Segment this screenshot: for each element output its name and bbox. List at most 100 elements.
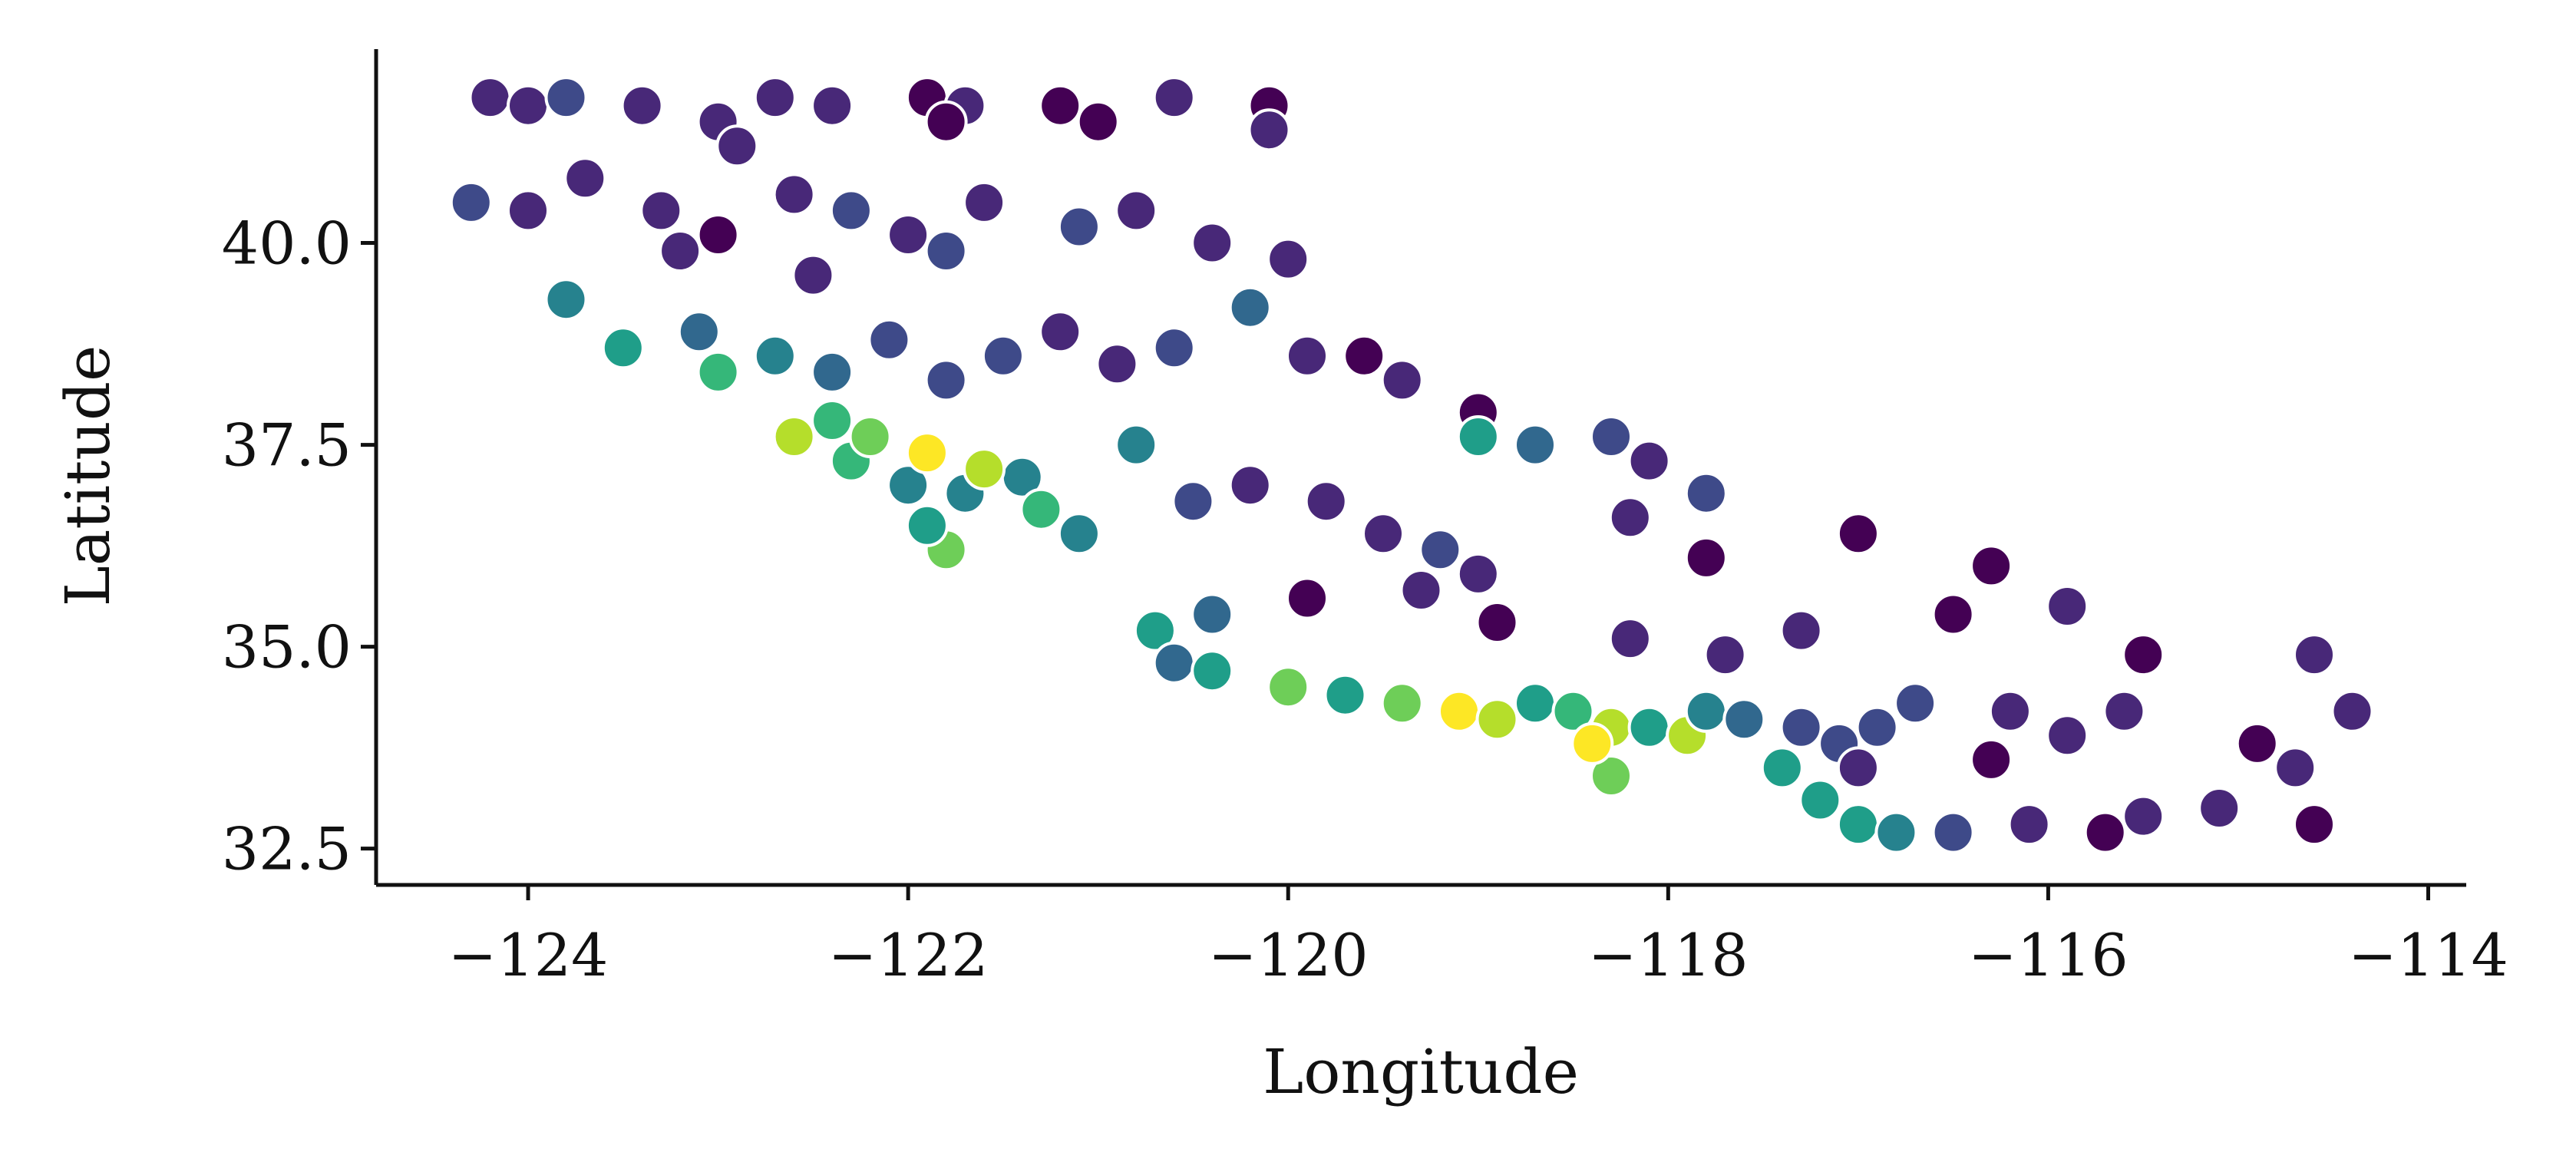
data-point (1514, 423, 1557, 467)
data-point (753, 76, 797, 120)
data-point (2330, 689, 2374, 733)
data-point (1627, 439, 1671, 483)
data-point (1171, 480, 1215, 523)
data-point (1380, 682, 1424, 725)
data-point (1988, 689, 2032, 733)
data-point (1115, 189, 1158, 233)
data-point (1874, 810, 1918, 854)
x-tick-label: −118 (1588, 921, 1749, 989)
data-point (1779, 609, 1823, 652)
y-ticks: 32.5 35.0 37.5 40.0 (222, 210, 376, 883)
data-point (1380, 358, 1424, 402)
data-point (772, 173, 816, 216)
data-point (696, 213, 740, 256)
data-point (2122, 633, 2165, 677)
data-point (2198, 787, 2241, 830)
data-point (1286, 576, 1329, 620)
data-point (963, 447, 1006, 491)
data-point (1514, 682, 1557, 725)
data-point (1115, 423, 1158, 467)
data-point (1039, 310, 1082, 354)
data-point (1399, 569, 1443, 612)
data-point (2122, 794, 2165, 838)
data-point (563, 157, 607, 200)
data-point (905, 503, 949, 547)
data-point (1798, 778, 1842, 822)
data-point (1931, 810, 1975, 854)
data-point (1590, 415, 1633, 458)
data-point (1894, 682, 1937, 725)
data-point (1247, 108, 1291, 152)
x-tick-label: −116 (1968, 921, 2129, 989)
data-point (1191, 221, 1234, 265)
data-point (1076, 100, 1120, 144)
data-point (981, 334, 1025, 378)
data-point (544, 76, 588, 120)
data-point (1228, 286, 1272, 329)
data-point (2007, 803, 2051, 847)
data-point (1608, 617, 1652, 661)
y-tick-label: 37.5 (222, 411, 352, 480)
data-point (2046, 714, 2089, 758)
x-axis-title: Longitude (1263, 1036, 1579, 1108)
data-point (1836, 512, 1880, 556)
y-tick-label: 35.0 (222, 613, 352, 682)
data-point (1152, 641, 1196, 685)
y-axis-title: Latitude (52, 345, 124, 607)
data-point (811, 350, 854, 394)
data-point (1475, 601, 1519, 644)
data-point (1286, 334, 1329, 378)
data-point (1627, 705, 1671, 749)
data-point (1551, 689, 1595, 733)
data-point (1152, 326, 1196, 370)
x-tick-label: −122 (828, 921, 989, 989)
points-layer (449, 76, 2374, 854)
data-point (2293, 803, 2336, 847)
data-point (867, 318, 911, 361)
data-point (1039, 84, 1082, 127)
data-point (1779, 705, 1823, 749)
data-point (1418, 528, 1462, 572)
data-point (1684, 689, 1728, 733)
data-point (1456, 552, 1500, 596)
data-point (1191, 593, 1234, 636)
x-tick-label: −114 (2348, 921, 2508, 989)
data-point (1057, 205, 1101, 249)
data-point (1855, 705, 1899, 749)
data-point (1057, 512, 1101, 556)
x-tick-label: −124 (448, 921, 609, 989)
data-point (1570, 721, 1614, 765)
data-point (544, 278, 588, 322)
data-point (1095, 342, 1139, 386)
data-point (468, 76, 512, 120)
data-point (1836, 746, 1880, 790)
data-point (1267, 665, 1310, 709)
data-point (1970, 544, 2013, 588)
data-point (449, 180, 493, 224)
data-point (1760, 746, 1804, 790)
data-point (659, 229, 702, 272)
data-point (507, 189, 550, 233)
data-point (1438, 689, 1481, 733)
data-point (811, 399, 854, 442)
data-point (887, 464, 930, 507)
data-point (753, 334, 797, 378)
data-point (1342, 334, 1386, 378)
data-point (791, 253, 835, 297)
data-point (1931, 593, 1975, 636)
data-point (2293, 633, 2336, 677)
data-point (829, 189, 873, 233)
data-point (601, 326, 645, 370)
data-point (905, 431, 949, 475)
data-point (1133, 609, 1177, 652)
data-point (924, 100, 968, 144)
data-point (2274, 746, 2317, 790)
data-point (963, 180, 1006, 224)
data-point (772, 415, 816, 458)
data-point (1684, 536, 1728, 579)
data-point (924, 229, 968, 272)
data-point (620, 84, 664, 127)
data-point (2235, 721, 2279, 765)
